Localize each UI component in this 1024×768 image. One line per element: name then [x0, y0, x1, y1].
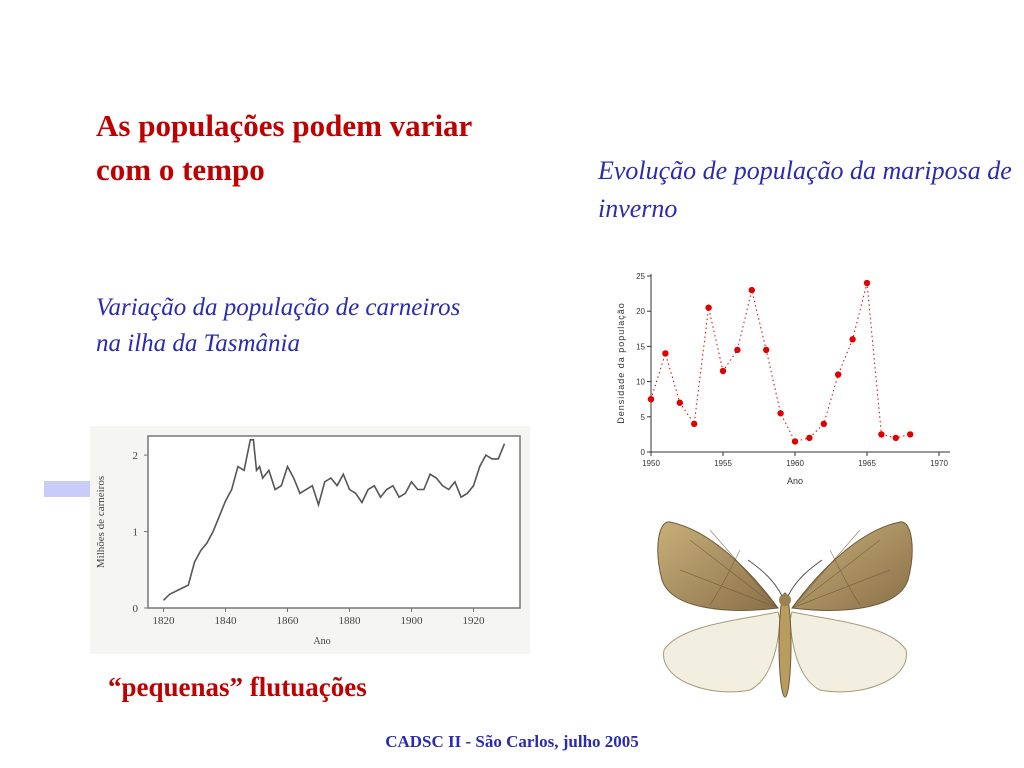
moth-data-point — [849, 336, 856, 343]
sheep-x-axis-label: Ano — [313, 636, 330, 647]
moth-data-point — [791, 438, 799, 445]
sheep-x-tick-label: 1920 — [463, 615, 486, 627]
moth-y-tick-label: 20 — [636, 307, 645, 316]
moth-data-point — [676, 399, 683, 406]
sheep-y-tick-label: 0 — [133, 603, 139, 615]
moth-data-point — [892, 434, 899, 442]
right-hindwing — [789, 611, 907, 693]
moth-chart-caption: Evolução de população da mariposa de inv… — [598, 156, 1012, 223]
moth-data-point — [662, 350, 669, 357]
moth-y-tick-label: 15 — [636, 342, 645, 351]
moth-data-point — [763, 346, 770, 354]
moth-data-point — [734, 346, 741, 354]
plot-frame — [147, 435, 521, 609]
sheep-x-tick-label: 1880 — [339, 615, 362, 627]
moth-data-point — [705, 304, 712, 311]
sheep-population-chart: 1820 1840 1860 1880 1900 1920 0 1 2 Milhões de c… — [90, 426, 530, 654]
moth-data-point — [806, 434, 813, 442]
right-forewing — [791, 521, 913, 611]
sheep-x-tick-label: 1840 — [215, 615, 238, 627]
moth-y-tick-label: 25 — [636, 272, 645, 281]
moth-data-point — [820, 420, 827, 428]
moth-x-tick-label: 1960 — [786, 459, 804, 468]
moth-data-point — [907, 431, 914, 438]
sheep-series-line — [162, 439, 506, 601]
slide-title: As populações podem variar com o tempo — [96, 108, 472, 187]
moth-data-point — [748, 286, 755, 294]
sheep-x-tick-label: 1860 — [277, 615, 300, 627]
winter-moth-illustration — [657, 521, 913, 698]
moth-population-chart: 1950 1955 1960 1965 1970 0 5 10 15 20 25 Densidade… — [616, 272, 950, 486]
moth-y-tick-label: 5 — [641, 413, 646, 422]
moth-series-dotted-line — [650, 282, 911, 443]
moth-body — [778, 592, 792, 698]
moth-y-tick-label: 0 — [641, 448, 646, 457]
sheep-y-tick-label: 1 — [133, 527, 139, 539]
moth-data-point — [878, 431, 885, 438]
sheep-y-axis-label: Milhões de carneiros — [95, 476, 107, 568]
sheep-x-tick-label: 1820 — [153, 615, 176, 627]
moth-y-tick-label: 10 — [636, 378, 645, 387]
moth-x-tick-label: 1970 — [930, 459, 948, 468]
moth-data-point — [647, 396, 655, 403]
moth-data-point — [863, 279, 871, 287]
moth-antennae — [747, 559, 823, 597]
moth-data-point — [691, 420, 698, 428]
left-forewing — [657, 521, 779, 611]
moth-head — [779, 594, 791, 606]
moth-data-point — [835, 371, 842, 378]
moth-data-point — [777, 410, 784, 417]
sheep-x-tick-label: 1900 — [401, 615, 424, 627]
moth-data-point — [719, 367, 727, 375]
moth-y-axis-label: Densidade da população — [616, 302, 626, 424]
moth-x-tick-label: 1955 — [714, 459, 732, 468]
moth-x-axis-label: Ano — [787, 476, 803, 486]
footer-text: CADSC II - São Carlos, julho 2005 — [385, 732, 639, 751]
moth-x-tick-label: 1965 — [858, 459, 876, 468]
fluctuations-label: “pequenas” flutuações — [108, 672, 367, 702]
sheep-chart-caption: Variação da população de carneiros na il… — [96, 294, 461, 357]
moth-x-tick-label: 1950 — [642, 459, 660, 468]
left-hindwing — [663, 611, 781, 693]
sheep-y-tick-label: 2 — [133, 450, 139, 462]
